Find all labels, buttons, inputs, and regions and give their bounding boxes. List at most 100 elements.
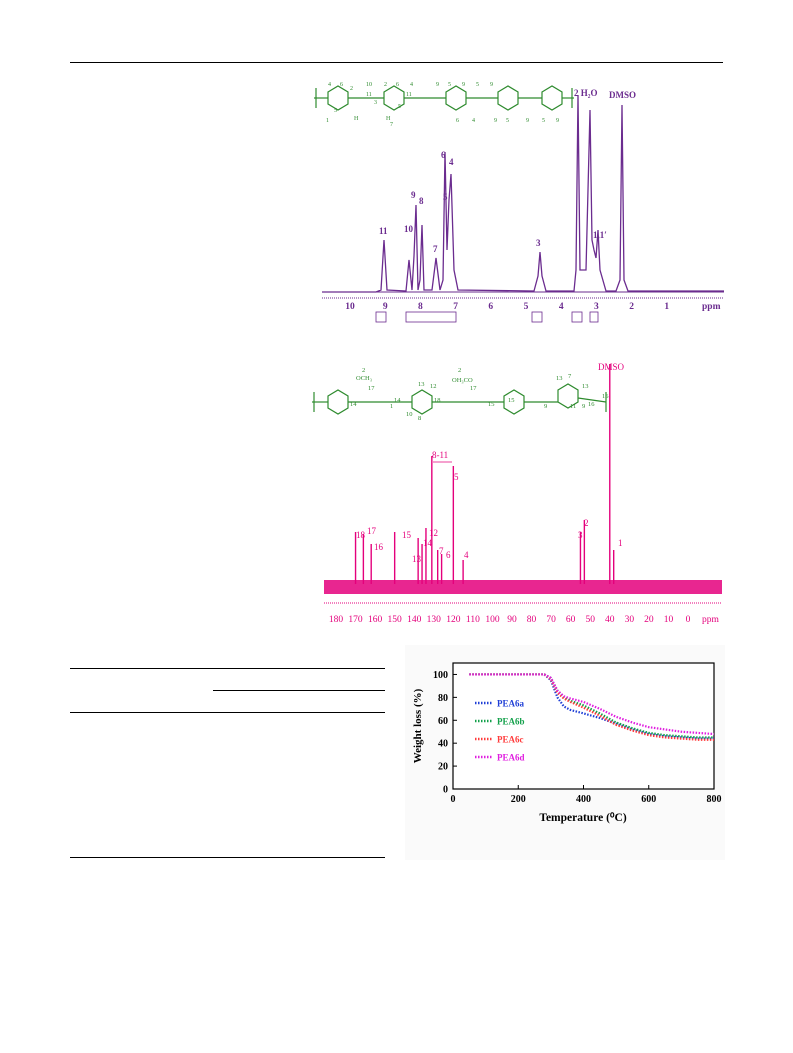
- tga-legend-label: PEA6a: [497, 699, 525, 709]
- cnmr-structure-label: 15: [488, 401, 495, 408]
- hnmr-structure-label: 2: [350, 86, 353, 92]
- hnmr-structure-label: H: [354, 116, 359, 122]
- hnmr-structure-label: 11: [366, 92, 372, 98]
- cnmr-peak-label: 16: [374, 542, 384, 552]
- tga-y-tick-label: 20: [438, 762, 448, 773]
- hnmr-integral: [589, 311, 599, 323]
- tga-legend: PEA6a PEA6b PEA6c PEA6d: [475, 699, 525, 763]
- cnmr-peak-label: 6: [446, 550, 451, 560]
- cnmr-tick-label: 40: [605, 615, 615, 625]
- cnmr-tick-label: 80: [527, 615, 537, 625]
- cnmr-peaks: [354, 364, 615, 584]
- hnmr-structure-label: 4: [472, 118, 475, 124]
- hnmr-structure-label: 6: [340, 82, 343, 88]
- cnmr-tick-label: 0: [686, 615, 691, 625]
- hnmr-tick-label: 5: [524, 302, 529, 312]
- hnmr-tick-label: 10: [345, 302, 355, 312]
- hnmr-structure-label: 6: [456, 118, 459, 124]
- hnmr-structure-label: 9: [436, 82, 439, 88]
- hnmr-axis-ticks: 10 9 8 7 6 5 4 3 2 1: [345, 302, 669, 312]
- hnmr-structure-label: 9: [462, 82, 465, 88]
- tga-y-tick-label: 80: [438, 693, 448, 704]
- cnmr-tick-label: 170: [348, 615, 363, 625]
- cnmr-structure-label: 2: [458, 367, 461, 374]
- hnmr-structure-label: 9: [490, 82, 493, 88]
- cnmr-tick-label: 150: [388, 615, 403, 625]
- tga-legend-label: PEA6b: [497, 717, 525, 727]
- tga-x-tick-label: 400: [576, 794, 591, 805]
- cnmr-axis-ticks: 180 170 160 150 140 130 120 110 100 90 80 70 60 50 40 3…: [329, 615, 691, 625]
- cnmr-structure-label: 13: [418, 381, 425, 388]
- hnmr-tick-label: 3: [594, 302, 599, 312]
- hnmr-structure-label: 2: [384, 82, 387, 88]
- cnmr-structure-label: 7: [568, 373, 572, 380]
- cnmr-tick-label: 70: [546, 615, 556, 625]
- cnmr-tick-label: 110: [466, 615, 480, 625]
- table-top-rule: [70, 668, 385, 669]
- hnmr-structure-label: 5: [542, 118, 545, 124]
- hnmr-solvent-label: 2 H₂O: [574, 88, 597, 98]
- hnmr-structure-label: 9: [494, 118, 497, 124]
- cnmr-peak-label: 7: [439, 546, 444, 556]
- cnmr-tick-label: 30: [625, 615, 635, 625]
- cnmr-structure-label: 1: [390, 403, 393, 410]
- hnmr-solvent-label: DMSO: [609, 90, 636, 100]
- hnmr-structure-label: 7: [390, 122, 393, 128]
- hnmr-structure-label: 11: [406, 92, 412, 98]
- cnmr-structure-label: 12: [430, 383, 437, 390]
- tga-y-tick-label: 60: [438, 716, 448, 727]
- cnmr-peak-label: 14: [423, 538, 433, 548]
- hnmr-structure-label: 3: [374, 100, 377, 106]
- header-rule: [70, 62, 723, 63]
- cnmr-structure-label: 11: [570, 403, 576, 410]
- tga-x-tick-label: 0: [451, 794, 456, 805]
- cnmr-structure-label: 8: [418, 415, 421, 422]
- hnmr-structure-label: 5: [398, 104, 401, 110]
- hnmr-structure-label: 4: [410, 82, 413, 88]
- hnmr-peak-label: 1,1′: [593, 230, 607, 240]
- cnmr-structure-label: 10: [406, 411, 413, 418]
- hnmr-tick-label: 1: [664, 302, 669, 312]
- tga-series-line-PEA6d: [469, 673, 715, 736]
- cnmr-structure-label: 13: [556, 375, 563, 382]
- hnmr-peak-label: 9: [411, 190, 416, 200]
- hnmr-structure-label: 4: [328, 82, 331, 88]
- hnmr-axis-unit: ppm: [702, 302, 721, 312]
- cnmr-structure-label: 17: [368, 385, 375, 392]
- hnmr-peak-label: 7: [433, 244, 438, 254]
- hnmr-peak-label: 8: [419, 196, 424, 206]
- hnmr-structure-label: 9: [526, 118, 529, 124]
- tga-x-tick-label: 600: [641, 794, 656, 805]
- cnmr-peak-label: 12: [429, 528, 438, 538]
- cnmr-noise-band: [324, 580, 722, 594]
- tga-figure: 100 80 60 40 20 0 0 200 400 600 800 PEA6a PEA6b PEA6…: [405, 645, 725, 860]
- tga-x-tick-label: 800: [707, 794, 722, 805]
- tga-plot-frame: [452, 662, 715, 790]
- cnmr-structure-label: 9: [544, 403, 547, 410]
- cnmr-peak-label: 13: [412, 554, 422, 564]
- cnmr-peak-label: 18: [356, 530, 366, 540]
- tga-legend-label: PEA6d: [497, 753, 525, 763]
- cnmr-axis-unit: ppm: [702, 615, 720, 625]
- cnmr-structure-label: 17: [470, 385, 477, 392]
- hnmr-peak-label: 11: [379, 226, 388, 236]
- hnmr-integral: [571, 311, 583, 323]
- tga-y-tick-label: 40: [438, 739, 448, 750]
- hnmr-structure-label: H: [386, 116, 391, 122]
- cnmr-solvent-label: DMSO: [598, 362, 625, 372]
- cnmr-tick-label: 90: [507, 615, 517, 625]
- cnmr-structure-label: 15: [508, 397, 515, 404]
- hnmr-tick-label: 6: [488, 302, 493, 312]
- hnmr-peak-label: 3: [536, 238, 541, 248]
- cnmr-tick-label: 180: [329, 615, 344, 625]
- cnmr-tick-label: 120: [446, 615, 461, 625]
- hnmr-structure-label: 6: [396, 82, 399, 88]
- tga-ylabel: Weight loss (%): [412, 688, 424, 763]
- cnmr-structure-label: 13: [582, 383, 589, 390]
- table-bottom-rule: [70, 857, 385, 858]
- hnmr-tick-label: 8: [418, 302, 423, 312]
